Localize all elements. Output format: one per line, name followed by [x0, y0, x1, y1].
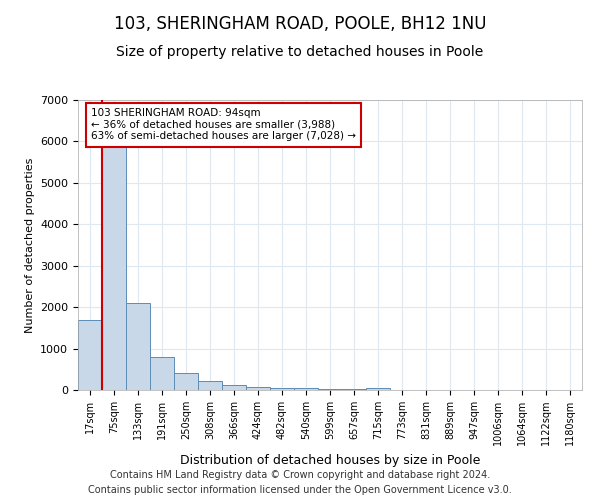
- Bar: [318, 389, 342, 390]
- Bar: [270, 388, 294, 390]
- Y-axis label: Number of detached properties: Number of detached properties: [25, 158, 35, 332]
- Text: 103 SHERINGHAM ROAD: 94sqm
← 36% of detached houses are smaller (3,988)
63% of s: 103 SHERINGHAM ROAD: 94sqm ← 36% of deta…: [91, 108, 356, 142]
- Bar: [246, 386, 270, 390]
- X-axis label: Distribution of detached houses by size in Poole: Distribution of detached houses by size …: [180, 454, 480, 466]
- Text: Contains public sector information licensed under the Open Government Licence v3: Contains public sector information licen…: [88, 485, 512, 495]
- Text: Contains HM Land Registry data © Crown copyright and database right 2024.: Contains HM Land Registry data © Crown c…: [110, 470, 490, 480]
- Bar: [174, 374, 198, 390]
- Bar: [102, 120, 126, 390]
- Bar: [342, 389, 366, 390]
- Bar: [150, 357, 174, 390]
- Bar: [126, 303, 150, 390]
- Bar: [222, 384, 246, 390]
- Bar: [294, 388, 318, 390]
- Text: Size of property relative to detached houses in Poole: Size of property relative to detached ho…: [116, 45, 484, 59]
- Bar: [78, 320, 102, 390]
- Bar: [366, 388, 390, 390]
- Text: 103, SHERINGHAM ROAD, POOLE, BH12 1NU: 103, SHERINGHAM ROAD, POOLE, BH12 1NU: [114, 15, 486, 33]
- Bar: [198, 381, 222, 390]
